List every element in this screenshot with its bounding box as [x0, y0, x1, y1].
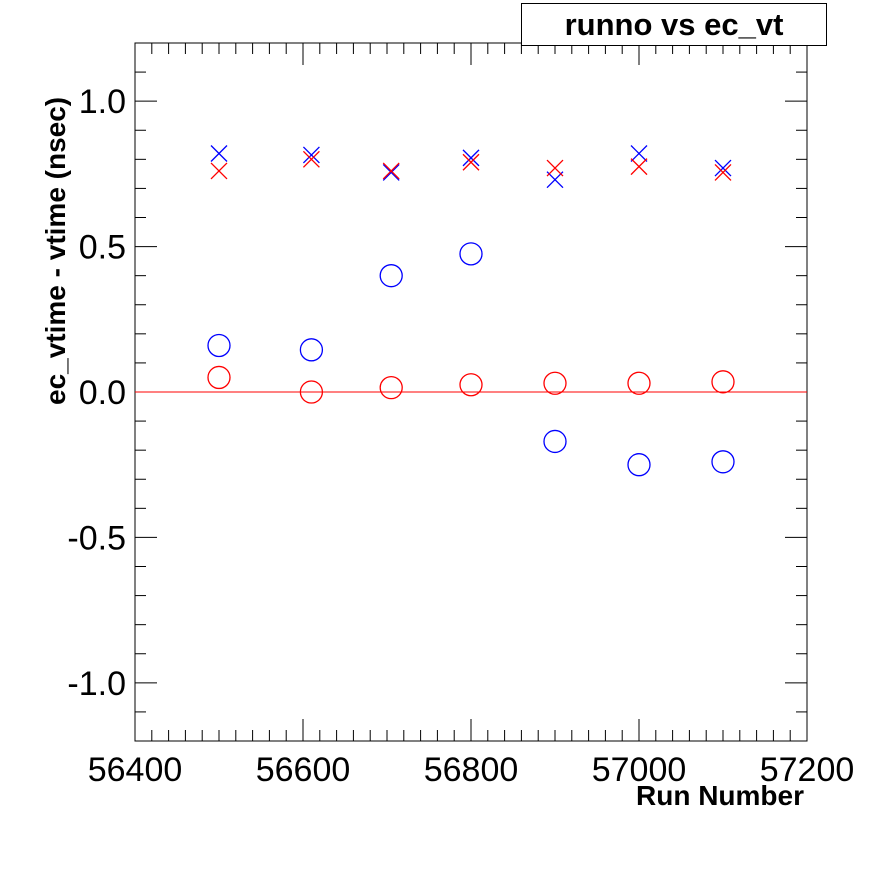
data-point-cross [302, 150, 320, 168]
data-point-circle [627, 371, 651, 395]
data-point-cross [714, 163, 732, 181]
data-point-cross [302, 146, 320, 164]
data-point-cross [546, 171, 564, 189]
data-point-cross [630, 145, 648, 162]
cross-stroke [302, 146, 320, 164]
data-point-circle [711, 370, 735, 394]
y-tick-label: 1.0 [79, 83, 126, 121]
x-tick-label: 56400 [88, 751, 183, 789]
data-point-circle [543, 371, 567, 395]
data-point-circle [627, 453, 651, 477]
data-point-circle [543, 429, 567, 454]
cross-stroke [210, 145, 228, 162]
x-tick-label: 56800 [424, 751, 519, 789]
chart-title: runno vs ec_vt [521, 3, 827, 46]
data-markers [207, 145, 735, 477]
data-point-cross [630, 158, 648, 176]
data-point-circle [379, 264, 403, 288]
x-tick-label: 57000 [592, 751, 687, 789]
y-axis-label: ec_vtime - vtime (nsec) [40, 96, 71, 405]
y-tick-label: -1.0 [67, 665, 126, 703]
data-point-circle [207, 333, 231, 358]
data-point-circle [299, 338, 324, 362]
data-point-circle [711, 450, 735, 474]
x-tick-label: 56600 [256, 751, 351, 789]
cross-stroke [210, 162, 228, 180]
cross-stroke [462, 153, 480, 171]
x-axis-label: Run Number [636, 780, 804, 811]
data-point-circle [207, 365, 231, 390]
cross-stroke [302, 150, 320, 168]
data-point-cross [546, 159, 564, 177]
x-tick-label: 57200 [760, 751, 855, 789]
data-point-cross [462, 153, 480, 171]
data-point-cross [210, 162, 228, 180]
y-tick-label: 0.0 [79, 374, 126, 412]
data-point-cross [210, 145, 228, 162]
cross-stroke [630, 145, 648, 162]
data-point-cross [462, 149, 480, 167]
cross-stroke [630, 158, 648, 176]
data-point-circle [459, 373, 483, 397]
data-point-cross [382, 163, 400, 181]
cross-stroke [714, 163, 732, 181]
cross-stroke [382, 163, 400, 181]
cross-stroke [546, 171, 564, 189]
y-tick-label: 0.5 [79, 229, 126, 267]
cross-stroke [714, 159, 732, 177]
cross-stroke [462, 149, 480, 167]
data-point-circle [379, 375, 403, 400]
data-point-cross [714, 159, 732, 177]
data-point-circle [299, 380, 324, 404]
tick-labels: 56400 56600 56800 57000 57200 -1.0 -0.5 0.0 0.5 1… [67, 83, 854, 789]
data-point-circle [459, 242, 483, 266]
cross-stroke [382, 162, 400, 180]
data-point-cross [382, 162, 400, 180]
y-tick-label: -0.5 [67, 519, 126, 557]
cross-stroke [546, 159, 564, 177]
